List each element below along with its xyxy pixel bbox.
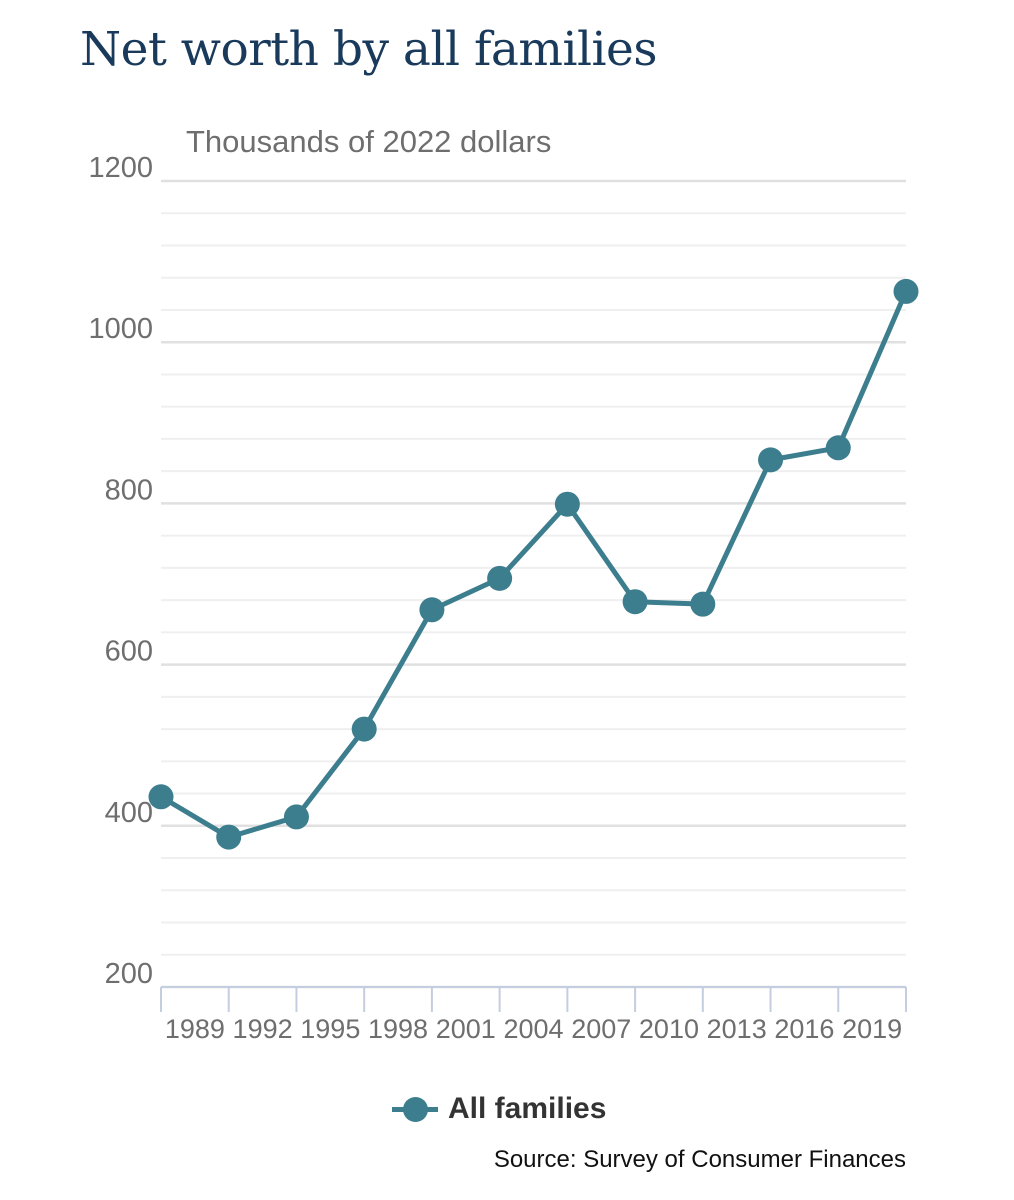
x-tick-label: 1998 — [368, 1014, 428, 1044]
line-chart: 200 400 600 800 1000 1200 1989 1992 1995 1998 200… — [88, 152, 919, 1044]
y-tick-label: 1200 — [88, 152, 153, 184]
y-axis-unit-label: Thousands of 2022 dollars — [186, 124, 552, 159]
y-axis-ticks: 200 400 600 800 1000 1200 — [88, 152, 153, 990]
x-tick-label: 2013 — [707, 1014, 767, 1044]
data-point — [283, 804, 309, 830]
grid-lines — [161, 179, 906, 989]
chart-title: Net worth by all families — [80, 22, 657, 77]
y-tick-label: 400 — [105, 797, 153, 829]
x-tick-label: 2007 — [571, 1014, 631, 1044]
legend-marker-line — [392, 1096, 438, 1122]
data-point — [487, 565, 513, 591]
x-tick-label: 2001 — [436, 1014, 496, 1044]
data-point — [825, 435, 851, 461]
x-tick-label: 2010 — [639, 1014, 699, 1044]
data-point — [690, 591, 716, 617]
y-tick-label: 1000 — [88, 313, 153, 345]
data-point — [216, 824, 242, 850]
legend[interactable]: All families — [392, 1092, 606, 1126]
x-tick-label: 1989 — [165, 1014, 225, 1044]
data-point — [622, 589, 648, 615]
data-point — [893, 278, 919, 304]
source-note: Source: Survey of Consumer Finances — [493, 1146, 906, 1173]
data-point — [148, 784, 174, 810]
data-point — [554, 491, 580, 517]
data-point — [758, 447, 784, 473]
data-point — [419, 597, 445, 623]
x-tick-label: 2004 — [503, 1014, 563, 1044]
legend-label: All families — [448, 1092, 607, 1125]
data-point — [351, 716, 377, 742]
y-tick-label: 200 — [105, 958, 153, 990]
y-tick-label: 600 — [105, 636, 153, 668]
series-line — [158, 288, 909, 840]
y-tick-label: 800 — [105, 474, 153, 506]
x-tick-label: 1992 — [233, 1014, 293, 1044]
series-all-families — [148, 278, 919, 850]
legend-marker-dot — [403, 1096, 428, 1122]
x-tick-label: 1995 — [300, 1014, 360, 1044]
x-tick-label: 2016 — [774, 1014, 834, 1044]
x-axis: 1989 1992 1995 1998 2001 2004 2007 2010 2013 2016… — [160, 986, 907, 1044]
x-tick-label: 2019 — [842, 1014, 902, 1044]
